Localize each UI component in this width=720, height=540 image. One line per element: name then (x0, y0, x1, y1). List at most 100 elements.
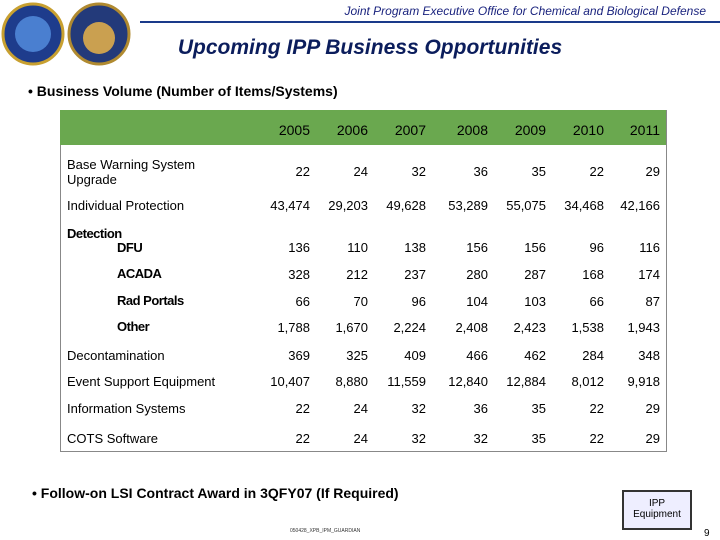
cell: 35 (531, 401, 546, 416)
row-label: Other (117, 319, 150, 334)
row-label: Base Warning System Upgrade (67, 157, 196, 187)
cell: 8,012 (571, 374, 604, 389)
cell: 116 (639, 240, 660, 255)
cell: 103 (524, 294, 546, 309)
bullet: • Follow-on LSI Contract Award in 3QFY07… (32, 485, 399, 501)
row-label: Individual Protection (67, 198, 185, 213)
file-id: 050428_XPB_IPM_GUARDIAN (290, 528, 361, 534)
cell: 96 (411, 294, 426, 309)
cell: 325 (346, 348, 368, 363)
cell: 287 (524, 267, 546, 282)
bullet: • Business Volume (Number of Items/Syste… (28, 83, 338, 99)
bullet-text: Business Volume (Number of Items/Systems… (36, 83, 338, 99)
org-name: Joint Program Executive Office for Chemi… (344, 4, 707, 18)
cell: 12,884 (506, 374, 546, 389)
cell: 43,474 (270, 198, 310, 213)
cell: 32 (411, 401, 426, 416)
cell: 8,880 (335, 374, 368, 389)
cell: 1,670 (335, 320, 368, 335)
cell: 35 (531, 431, 546, 446)
cell: 2,408 (455, 320, 488, 335)
logos (1, 2, 131, 66)
cell: 348 (638, 348, 660, 363)
row-label: DFU (117, 240, 143, 255)
cell: 32 (411, 164, 426, 179)
cell: 24 (353, 401, 368, 416)
cell: 22 (295, 164, 310, 179)
cell: 462 (524, 348, 546, 363)
table-header (60, 110, 666, 145)
cell: 42,166 (620, 198, 660, 213)
row-label: Decontamination (67, 348, 165, 363)
badge: IPP Equipment (622, 490, 692, 530)
slide-title: Upcoming IPP Business Opportunities (177, 36, 563, 59)
cell: 284 (582, 348, 604, 363)
cell: 29 (645, 401, 660, 416)
row-label: Rad Portals (117, 293, 184, 308)
cell: 212 (346, 267, 368, 282)
cell: 138 (404, 240, 426, 255)
cell: 156 (466, 240, 488, 255)
cell: 29 (645, 164, 660, 179)
cell: 237 (404, 267, 426, 282)
page-number: 9 (704, 528, 710, 539)
cell: 104 (466, 294, 488, 309)
row-label: ACADA (117, 266, 162, 281)
cell: 22 (295, 431, 310, 446)
cell: 369 (288, 348, 310, 363)
bullet-text: Follow-on LSI Contract Award in 3QFY07 (… (40, 485, 399, 501)
cell: 32 (411, 431, 426, 446)
cell: 168 (582, 267, 604, 282)
cell: 36 (473, 164, 488, 179)
cell: 136 (288, 240, 310, 255)
cell: 66 (295, 294, 310, 309)
column-header: 2005 (278, 122, 310, 138)
cell: 280 (466, 267, 488, 282)
cell: 110 (347, 240, 368, 255)
cell: 66 (589, 294, 604, 309)
cell: 87 (645, 294, 660, 309)
column-header: 2009 (514, 122, 546, 138)
cell: 22 (589, 401, 604, 416)
cell: 11,559 (387, 374, 426, 389)
cell: 22 (589, 164, 604, 179)
column-header: 2006 (336, 122, 368, 138)
cell: 55,075 (506, 198, 546, 213)
row-label: COTS Software (67, 431, 159, 446)
cell: 12,840 (448, 374, 488, 389)
header-rule (140, 21, 720, 23)
cell: 1,788 (277, 320, 310, 335)
cell: 36 (473, 401, 488, 416)
cell: 10,407 (270, 374, 310, 389)
cell: 1,943 (627, 320, 660, 335)
cell: 53,289 (448, 198, 488, 213)
cell: 29 (645, 431, 660, 446)
column-header: 2008 (456, 122, 488, 138)
cell: 2,423 (513, 320, 546, 335)
group-label: Detection (67, 226, 122, 241)
cell: 24 (353, 164, 368, 179)
row-label: Information Systems (67, 401, 186, 416)
cell: 34,468 (564, 198, 604, 213)
cell: 22 (295, 401, 310, 416)
cell: 466 (466, 348, 488, 363)
column-header: 2010 (572, 122, 604, 138)
cell: 156 (524, 240, 546, 255)
cell: 2,224 (393, 320, 426, 335)
row-label: Event Support Equipment (67, 374, 216, 389)
cell: 35 (531, 164, 546, 179)
cell: 174 (638, 267, 660, 282)
column-header: 2011 (629, 122, 660, 138)
cell: 70 (353, 294, 368, 309)
cell: 96 (589, 240, 604, 255)
cell: 9,918 (627, 374, 660, 389)
cell: 32 (473, 431, 488, 446)
cell: 22 (589, 431, 604, 446)
column-header: 2007 (394, 122, 426, 138)
cell: 409 (404, 348, 426, 363)
cell: 24 (353, 431, 368, 446)
cell: 29,203 (328, 198, 368, 213)
cell: 328 (288, 267, 310, 282)
cell: 1,538 (571, 320, 604, 335)
